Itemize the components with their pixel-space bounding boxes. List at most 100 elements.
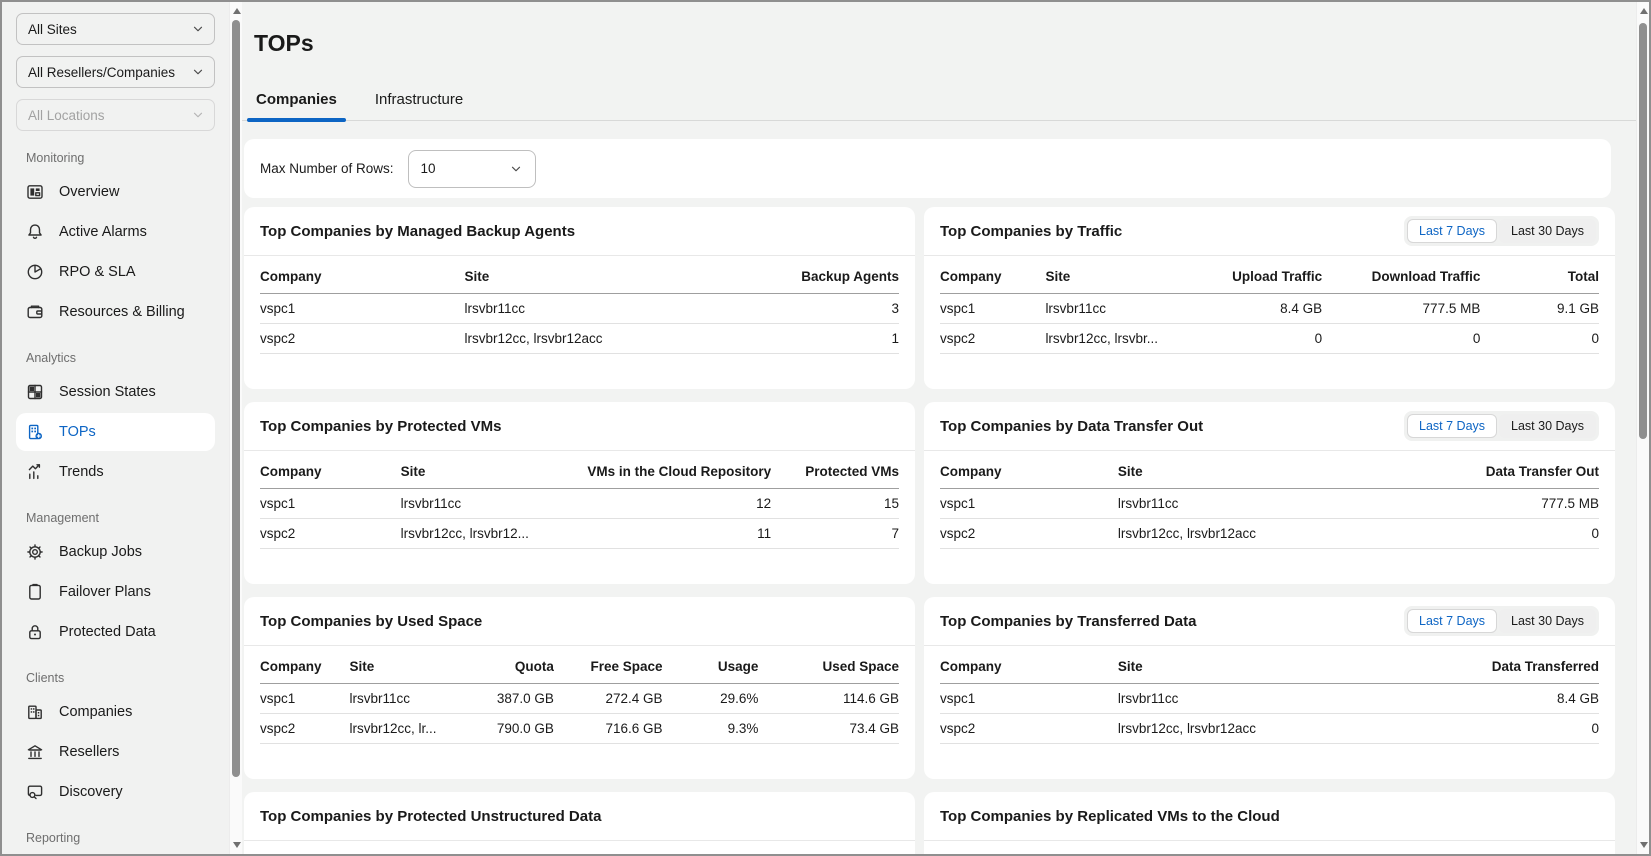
cell: 8.4 GB (1368, 683, 1599, 714)
column-header: Company (260, 256, 465, 294)
main-area: TOPs Companies Infrastructure Max Number … (242, 2, 1636, 854)
sidebar-scrollbar-thumb[interactable] (232, 20, 240, 777)
card-title: Top Companies by Managed Backup Agents (260, 222, 576, 240)
column-header: Site (1117, 451, 1369, 489)
sidebar-item-discovery[interactable]: Discovery (16, 773, 215, 811)
cell: lrsvbr11cc (1045, 293, 1184, 324)
window-scrollbar[interactable] (1636, 2, 1649, 854)
filter-label: All Sites (28, 21, 77, 37)
column-header: Company (940, 646, 1118, 684)
cell: 0 (1368, 713, 1599, 744)
sidebar-scrollbar[interactable] (229, 2, 242, 854)
column-header: Company (260, 451, 401, 489)
card-top-companies-by-protected-vms: Top Companies by Protected VMs Company Sit… (244, 402, 915, 584)
cell: 8.4 GB (1183, 293, 1323, 324)
card-top-companies-by-managed-backup-agents: Top Companies by Managed Backup Agents Co… (244, 207, 915, 389)
card-header: Top Companies by Replicated VMs to the C… (924, 792, 1615, 841)
sidebar-item-companies[interactable]: Companies (16, 693, 215, 731)
card-title: Top Companies by Data Transfer Out (940, 417, 1204, 435)
table-row: vspc2 lrsvbr12cc, lrsvbr12... 11 7 (260, 518, 899, 549)
cell: 0 (1480, 323, 1599, 354)
cell: vspc2 (260, 713, 350, 744)
card-top-companies-by-protected-unstructured-data: Top Companies by Protected Unstructured … (244, 792, 915, 854)
period-button-last-7-days[interactable]: Last 7 Days (1407, 219, 1498, 243)
cell: 15 (771, 488, 899, 519)
card-title: Top Companies by Protected VMs (260, 417, 502, 435)
sidebar: All Sites All Resellers/Companies All Loca… (2, 2, 229, 854)
period-toggle: Last 7 Days Last 30 Days (1404, 216, 1599, 246)
scroll-down-arrow-icon[interactable] (232, 842, 241, 848)
sidebar-item-label: Discovery (59, 784, 123, 800)
sidebar-item-session-states[interactable]: Session States (16, 373, 215, 411)
all-resellers-companies-filter[interactable]: All Resellers/Companies (16, 56, 215, 88)
column-header: Data Transferred (1368, 646, 1599, 684)
toolbar: Max Number of Rows: 10 (244, 139, 1611, 198)
section-label-clients: Clients (26, 671, 65, 685)
column-header: Total (1480, 256, 1599, 294)
period-button-last-30-days[interactable]: Last 30 Days (1499, 609, 1596, 633)
chevron-down-icon (191, 108, 205, 122)
period-button-last-7-days[interactable]: Last 7 Days (1407, 414, 1498, 438)
cell: 3 (739, 293, 899, 324)
period-button-last-30-days[interactable]: Last 30 Days (1499, 219, 1596, 243)
cell: 9.3% (662, 713, 759, 744)
sidebar-item-active-alarms[interactable]: Active Alarms (16, 213, 215, 251)
card-header: Top Companies by Protected Unstructured … (244, 792, 915, 841)
cell: vspc2 (260, 518, 401, 549)
sidebar-item-tops[interactable]: TOPs (16, 413, 215, 451)
period-button-last-7-days[interactable]: Last 7 Days (1407, 609, 1498, 633)
window-scrollbar-thumb[interactable] (1639, 23, 1647, 439)
chevron-down-icon (191, 22, 205, 36)
cell: 790.0 GB (458, 713, 554, 744)
sidebar-item-overview[interactable]: Overview (16, 173, 215, 211)
tab-infrastructure[interactable]: Infrastructure (374, 91, 464, 108)
cards-grid: Top Companies by Managed Backup Agents Co… (244, 207, 1615, 854)
cell: lrsvbr11cc (400, 488, 586, 519)
sidebar-item-failover-plans[interactable]: Failover Plans (16, 573, 215, 611)
table-row: vspc2 lrsvbr12cc, lrsvbr12acc 0 (940, 713, 1599, 744)
sidebar-item-rpo-sla[interactable]: RPO & SLA (16, 253, 215, 291)
card-table: Company Site Data Transferred vspc1 lrsvbr11… (940, 646, 1599, 744)
section-label-reporting: Reporting (26, 831, 81, 845)
column-header: Site (1045, 256, 1184, 294)
cell: 73.4 GB (758, 713, 899, 744)
max-rows-select[interactable]: 10 (407, 149, 536, 188)
card-table: Company Site VMs in the Cloud Repository Pr… (260, 451, 899, 549)
sidebar-item-backup-jobs[interactable]: Backup Jobs (16, 533, 215, 571)
card-table: Company Site Quota Free Space Usage Used Spac… (260, 646, 899, 744)
sidebar-item-resellers[interactable]: Resellers (16, 733, 215, 771)
period-button-last-30-days[interactable]: Last 30 Days (1499, 414, 1596, 438)
table-header-row: Company Site Upload Traffic Download Traffi… (940, 256, 1599, 294)
scroll-up-arrow-icon[interactable] (232, 8, 241, 14)
trend-chart-icon (25, 462, 45, 482)
all-sites-filter[interactable]: All Sites (16, 13, 215, 45)
sidebar-item-label: Active Alarms (59, 224, 147, 240)
column-header: Site (400, 451, 586, 489)
column-header: Site (349, 646, 459, 684)
card-title: Top Companies by Protected Unstructured … (260, 807, 602, 825)
column-header: Company (940, 256, 1046, 294)
cell: 1 (739, 323, 899, 354)
card-title: Top Companies by Used Space (260, 612, 483, 630)
sidebar-item-resources-billing[interactable]: Resources & Billing (16, 293, 215, 331)
monitor-search-icon (25, 782, 45, 802)
table-row: vspc1 lrsvbr11cc 8.4 GB 777.5 MB 9.1 GB (940, 293, 1599, 324)
scroll-down-arrow-icon[interactable] (1639, 842, 1648, 848)
scroll-up-arrow-icon[interactable] (1639, 8, 1648, 14)
cell: 777.5 MB (1368, 488, 1599, 519)
column-header: Site (1117, 646, 1369, 684)
sidebar-item-label: Overview (59, 184, 120, 200)
cell: 0 (1322, 323, 1481, 354)
section-label-monitoring: Monitoring (26, 151, 85, 165)
max-rows-value: 10 (420, 161, 436, 176)
cell: 114.6 GB (758, 683, 899, 714)
table-row: vspc2 lrsvbr12cc, lrsvbr12acc 1 (260, 323, 899, 354)
sidebar-item-protected-data[interactable]: Protected Data (16, 613, 215, 651)
card-table: Company Site Data Transfer Out vspc1 lrsvbr1… (940, 451, 1599, 549)
sidebar-item-trends[interactable]: Trends (16, 453, 215, 491)
table-row: vspc1 lrsvbr11cc 777.5 MB (940, 488, 1599, 519)
pie-chart-icon (25, 262, 45, 282)
cell: 387.0 GB (458, 683, 554, 714)
tab-companies[interactable]: Companies (247, 81, 346, 122)
wallet-icon (25, 302, 45, 322)
